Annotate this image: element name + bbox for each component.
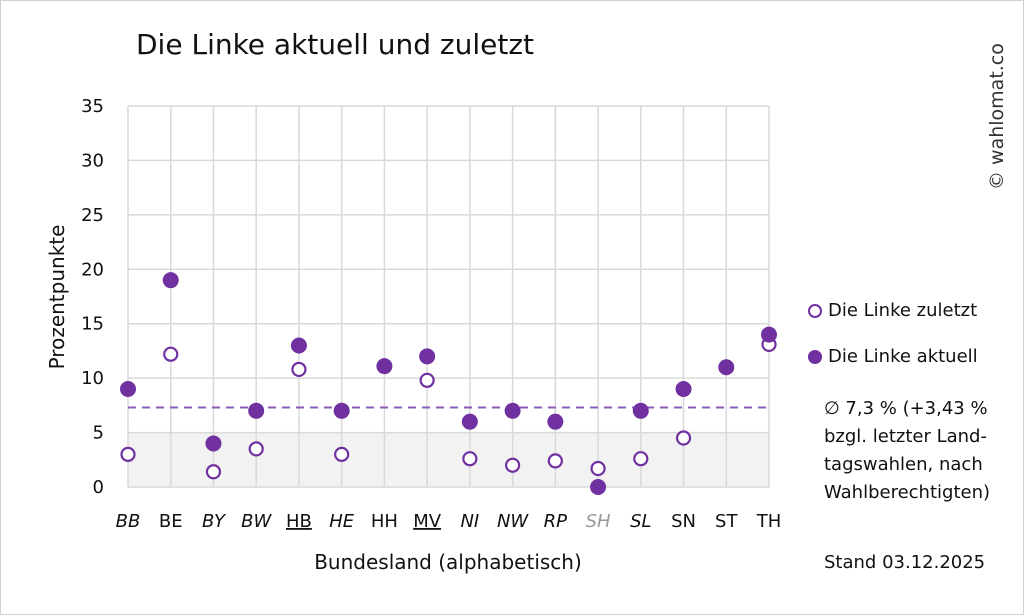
x-tick-label: SH — [586, 511, 611, 532]
y-tick-label: 30 — [81, 150, 104, 171]
point-zuletzt — [334, 446, 350, 462]
x-tick-label: NI — [460, 511, 479, 532]
x-tick-label: SL — [630, 511, 651, 532]
point-zuletzt — [547, 453, 563, 469]
x-tick-label: BE — [159, 511, 183, 532]
legend-item-aktuell: Die Linke aktuell — [808, 346, 978, 367]
point-aktuell — [461, 413, 478, 430]
x-tick-label: HH — [371, 511, 398, 532]
average-note: ∅ 7,3 % (+3,43 % bzgl. letzter Land-tags… — [824, 398, 991, 503]
point-aktuell — [675, 381, 692, 398]
point-zuletzt — [163, 346, 179, 362]
x-tick-label: BW — [241, 511, 272, 532]
x-tick-label: BY — [202, 511, 227, 532]
point-aktuell — [504, 402, 521, 419]
point-aktuell — [718, 359, 735, 376]
y-tick-label: 35 — [81, 96, 104, 117]
chart-title: Die Linke aktuell und zuletzt — [136, 28, 534, 61]
point-aktuell — [205, 435, 222, 452]
legend-item-zuletzt: Die Linke zuletzt — [808, 300, 977, 321]
point-aktuell — [120, 381, 136, 398]
point-zuletzt — [462, 451, 478, 467]
filled-circle-icon — [808, 349, 822, 364]
legend-label: Die Linke zuletzt — [828, 300, 978, 321]
open-circle-icon — [808, 303, 822, 318]
y-tick-label: 10 — [81, 368, 104, 389]
point-aktuell — [632, 402, 649, 419]
shaded-band — [128, 432, 769, 487]
point-aktuell — [761, 326, 777, 343]
x-tick-label: NW — [497, 511, 529, 532]
date-stand: Stand 03.12.2025 — [824, 552, 986, 573]
x-tick-label: ST — [715, 511, 738, 532]
y-axis-label: Prozentpunkte — [45, 225, 69, 370]
point-zuletzt — [419, 372, 435, 388]
y-tick-label: 0 — [93, 477, 104, 498]
x-axis-label: Bundesland (alphabetisch) — [314, 550, 582, 574]
point-zuletzt — [248, 441, 264, 457]
point-zuletzt — [633, 451, 649, 467]
legend-label: Die Linke aktuell — [828, 346, 978, 367]
point-aktuell — [290, 337, 307, 354]
x-tick-label: RP — [544, 511, 568, 532]
x-tick-label: MV — [413, 511, 442, 532]
point-aktuell — [376, 358, 393, 375]
y-tick-label: 20 — [81, 259, 104, 280]
point-zuletzt — [675, 430, 692, 446]
x-tick-label: TH — [756, 511, 782, 532]
point-aktuell — [248, 402, 265, 419]
point-aktuell — [419, 348, 436, 365]
point-aktuell — [590, 479, 607, 495]
point-aktuell — [547, 413, 564, 430]
x-tick-label: HB — [286, 511, 312, 532]
y-tick-label: 15 — [81, 314, 104, 335]
point-aktuell — [333, 402, 350, 419]
point-aktuell — [162, 272, 179, 289]
point-zuletzt — [120, 446, 136, 462]
point-zuletzt — [590, 460, 606, 477]
x-tick-label: HE — [329, 511, 355, 532]
y-tick-label: 25 — [81, 205, 104, 226]
y-tick-label: 5 — [93, 423, 104, 444]
point-zuletzt — [291, 361, 307, 378]
x-tick-label: SN — [671, 511, 696, 532]
x-tick-label: BB — [116, 511, 141, 532]
point-zuletzt — [504, 457, 521, 473]
point-zuletzt — [205, 464, 222, 480]
